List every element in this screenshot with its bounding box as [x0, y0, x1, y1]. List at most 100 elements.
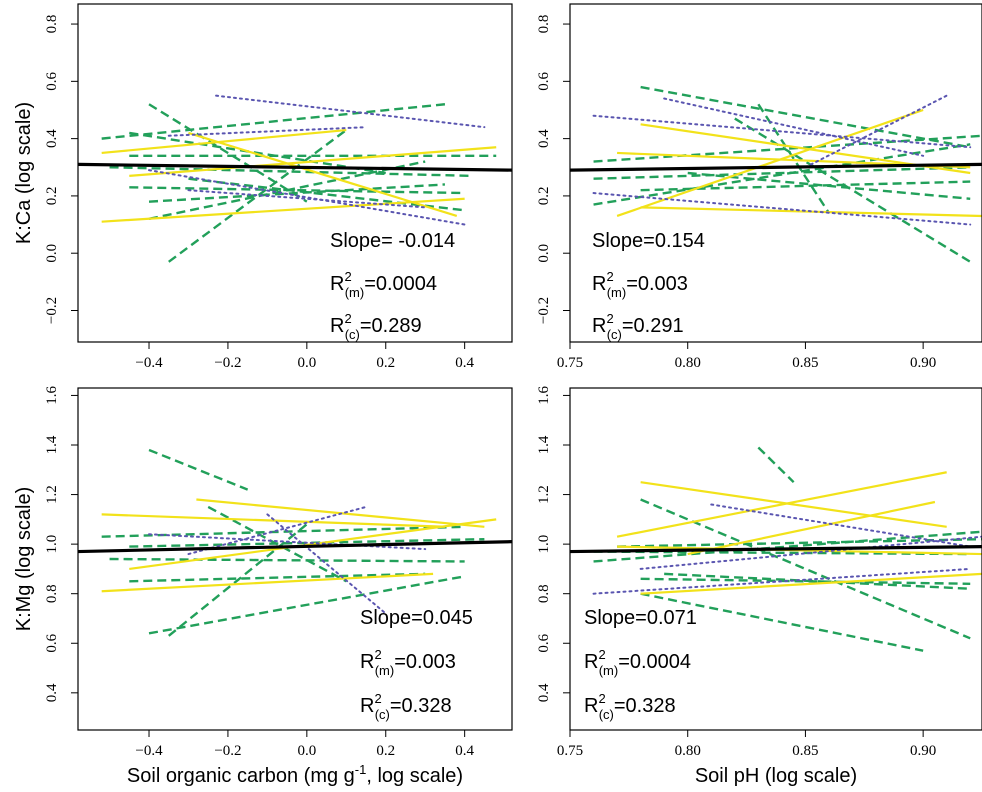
series-line-blue-13: [187, 505, 368, 556]
series-line-yellow-14: [188, 131, 458, 218]
r2-marginal-label: R2 (m)=0.0004: [584, 647, 691, 678]
series-group: [570, 446, 982, 652]
series-line-yellow-10: [616, 471, 947, 538]
r2-conditional-label: R2 (c)=0.328: [584, 691, 676, 722]
series-line-yellow-12: [101, 572, 434, 593]
r2-conditional-label: R2 (c)=0.291: [592, 311, 684, 342]
y-tick-label: 1.4: [44, 435, 60, 454]
x-tick-label: 0.80: [675, 355, 701, 371]
fit-line: [78, 162, 512, 172]
x-tick-label: 0.0: [297, 743, 316, 759]
series-line-green-2: [734, 117, 971, 263]
y-tick-label: 0.6: [536, 633, 552, 652]
y-tick-label: −0.2: [44, 297, 60, 324]
y-tick-label: 1.4: [536, 435, 552, 454]
x-tick-label: 0.0: [297, 355, 316, 371]
x-tick-label: −0.2: [214, 355, 241, 371]
r2-marginal-label: R2 (m)=0.0004: [330, 269, 437, 300]
series-line-yellow-9: [101, 513, 445, 528]
panel-3: −0.4 −0.2 0.0 0.2 0.4 0.4 0.6 0.8 1.0 1.2 1.4 1.6 K:…: [13, 386, 513, 787]
series-line-green-6: [148, 575, 465, 635]
series-group: [570, 85, 982, 263]
series-line-green-8: [129, 572, 426, 583]
y-tick-label: 0.4: [44, 129, 60, 148]
series-line-green-5: [640, 577, 971, 585]
fit-line: [570, 162, 982, 172]
series-line-blue-15: [710, 503, 972, 548]
series-line-green-3: [593, 134, 982, 163]
series-line-green-4: [167, 523, 308, 637]
y-tick-label: 1.6: [44, 386, 60, 405]
y-tick-label: 0.2: [44, 187, 60, 206]
series-line-green-3: [593, 530, 982, 563]
series-line-blue-18: [187, 189, 427, 209]
plot-frame: [569, 3, 982, 343]
y-tick-label: 0.8: [536, 584, 552, 603]
y-tick-label: 0.8: [536, 15, 552, 34]
y-tick-label: 1.6: [536, 386, 552, 405]
series-line-green-5: [109, 557, 465, 563]
y-tick-label: −0.2: [536, 297, 552, 324]
fit-line: [570, 545, 982, 554]
x-tick-label: 0.85: [792, 743, 818, 759]
panel-4: 0.75 0.80 0.85 0.90 0.4 0.6 0.8 1.0 1.2 1.4 1.6 Soi…: [536, 386, 982, 787]
y-tick-label: 0.6: [44, 71, 60, 90]
r2-marginal-label: R2 (m)=0.003: [360, 647, 456, 678]
series-line-blue-14: [592, 567, 972, 595]
series-line-green-7: [640, 592, 924, 652]
series-line-green-1: [101, 103, 446, 140]
y-tick-label: 1.2: [536, 485, 552, 504]
y-tick-label: 0.8: [44, 15, 60, 34]
y-tick-label: 0.4: [44, 683, 60, 702]
series-line-green-6: [640, 180, 971, 192]
series-line-blue-17: [148, 169, 466, 226]
y-tick-label: 0.0: [536, 244, 552, 263]
series-line-blue-14: [663, 97, 925, 157]
y-tick-label: 0.4: [536, 683, 552, 702]
x-tick-label: 0.80: [675, 743, 701, 759]
slope-label: Slope=0.071: [584, 607, 697, 629]
series-line-yellow-11: [101, 197, 465, 223]
y-tick-label: 0.8: [44, 584, 60, 603]
x-tick-label: −0.4: [135, 743, 163, 759]
slope-label: Slope= -0.014: [330, 230, 455, 252]
series-line-yellow-13: [129, 146, 497, 177]
series-line-green-2: [148, 103, 308, 203]
x-tick-label: −0.4: [135, 355, 163, 371]
x-tick-label: 0.75: [557, 355, 583, 371]
series-line-yellow-12: [101, 128, 347, 155]
y-axis-title: K:Ca (log scale): [13, 102, 35, 244]
y-tick-label: 1.2: [44, 485, 60, 504]
series-group: [78, 448, 512, 637]
x-tick-label: 0.75: [557, 743, 583, 759]
x-tick-label: 0.2: [376, 743, 395, 759]
r2-marginal-label: R2 (m)=0.003: [592, 269, 688, 300]
series-line-blue-15: [592, 192, 972, 226]
x-axis-title: Soil pH (log scale): [695, 765, 857, 787]
slope-label: Slope=0.154: [592, 230, 705, 252]
series-line-blue-13: [592, 114, 972, 149]
x-tick-label: 0.4: [455, 743, 474, 759]
plot-frame: [569, 387, 982, 731]
series-line-green-10: [148, 183, 445, 203]
y-tick-label: 0.0: [44, 244, 60, 263]
y-tick-label: 1.0: [536, 535, 552, 554]
slope-label: Slope=0.045: [360, 607, 473, 629]
y-tick-label: 0.2: [536, 187, 552, 206]
series-line-green-5: [109, 166, 473, 178]
series-group: [78, 94, 512, 263]
series-line-yellow-9: [640, 481, 947, 528]
series-line-green-1: [640, 85, 971, 149]
fit-line: [78, 540, 512, 554]
series-line-green-3: [168, 129, 348, 263]
r2-conditional-label: R2 (c)=0.328: [360, 691, 452, 722]
series-line-green-1: [148, 448, 249, 491]
series-line-green-4: [617, 537, 982, 548]
series-line-yellow-12: [640, 572, 982, 595]
series-line-green-4: [593, 166, 971, 180]
y-axis-title: K:Mg (log scale): [13, 487, 35, 632]
series-line-yellow-11: [616, 108, 924, 218]
x-tick-label: 0.2: [376, 355, 395, 371]
series-line-blue-15: [266, 513, 387, 615]
panel-2: 0.75 0.80 0.85 0.90 −0.2 0.0 0.2 0.4 0.6 0.8 Slope…: [536, 3, 982, 371]
